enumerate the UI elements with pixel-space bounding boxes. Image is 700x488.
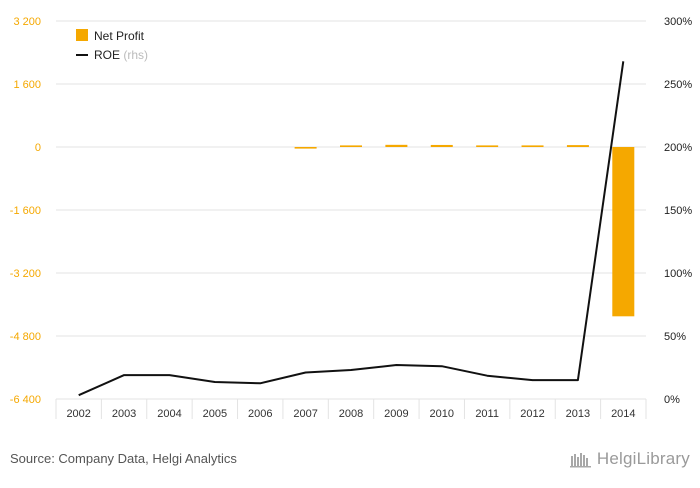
- x-tick-label: 2012: [520, 408, 544, 420]
- x-tick-label: 2004: [157, 408, 181, 420]
- right-tick-label: 100%: [664, 268, 692, 280]
- legend-label-net-profit: Net Profit: [94, 29, 145, 43]
- roe-line-layer: [79, 61, 624, 395]
- net-profit-bar: [295, 147, 317, 149]
- left-tick-label: -4 800: [10, 331, 41, 343]
- net-profit-bar: [612, 147, 634, 316]
- left-tick-label: -6 400: [10, 394, 41, 406]
- x-tick-label: 2002: [66, 408, 90, 420]
- legend-label-roe: ROE (rhs): [94, 48, 148, 62]
- left-tick-label: 0: [35, 142, 41, 154]
- right-tick-label: 200%: [664, 142, 692, 154]
- x-tick-label: 2007: [293, 408, 317, 420]
- left-tick-label: -1 600: [10, 205, 41, 217]
- right-tick-label: 50%: [664, 331, 686, 343]
- left-tick-label: 3 200: [13, 16, 41, 28]
- legend-roe-suffix: (rhs): [123, 48, 148, 62]
- x-tick-label: 2006: [248, 408, 272, 420]
- x-tick-label: 2008: [339, 408, 363, 420]
- brand-name: HelgiLibrary: [597, 449, 690, 469]
- left-tick-label: 1 600: [13, 79, 41, 91]
- library-icon: [570, 450, 592, 468]
- net-profit-bar: [567, 145, 589, 147]
- net-profit-bar: [340, 145, 362, 147]
- x-tick-label: 2014: [611, 408, 635, 420]
- x-tick-label: 2003: [112, 408, 136, 420]
- legend: Net Profit ROE (rhs): [76, 29, 148, 62]
- net-profit-bars: [295, 145, 635, 316]
- left-tick-label: -3 200: [10, 268, 41, 280]
- net-profit-bar: [431, 145, 453, 147]
- axes: 3 200 1 600 0 -1 600 -3 200 -4 800 -6 400 300% 2…: [10, 16, 693, 420]
- grid-lines: [56, 21, 646, 419]
- roe-line: [79, 61, 624, 395]
- x-tick-label: 2010: [430, 408, 454, 420]
- right-tick-label: 0%: [664, 394, 680, 406]
- net-profit-bar: [522, 145, 544, 147]
- net-profit-bar: [476, 145, 498, 147]
- right-tick-label: 150%: [664, 205, 692, 217]
- right-tick-label: 300%: [664, 16, 692, 28]
- source-note: Source: Company Data, Helgi Analytics: [10, 451, 237, 466]
- x-tick-label: 2013: [566, 408, 590, 420]
- right-tick-label: 250%: [664, 79, 692, 91]
- net-profit-bar: [385, 145, 407, 147]
- legend-swatch-net-profit: [76, 29, 88, 41]
- x-tick-label: 2005: [203, 408, 227, 420]
- x-tick-label: 2009: [384, 408, 408, 420]
- brand-logo: HelgiLibrary: [570, 449, 690, 469]
- x-tick-label: 2011: [475, 408, 499, 420]
